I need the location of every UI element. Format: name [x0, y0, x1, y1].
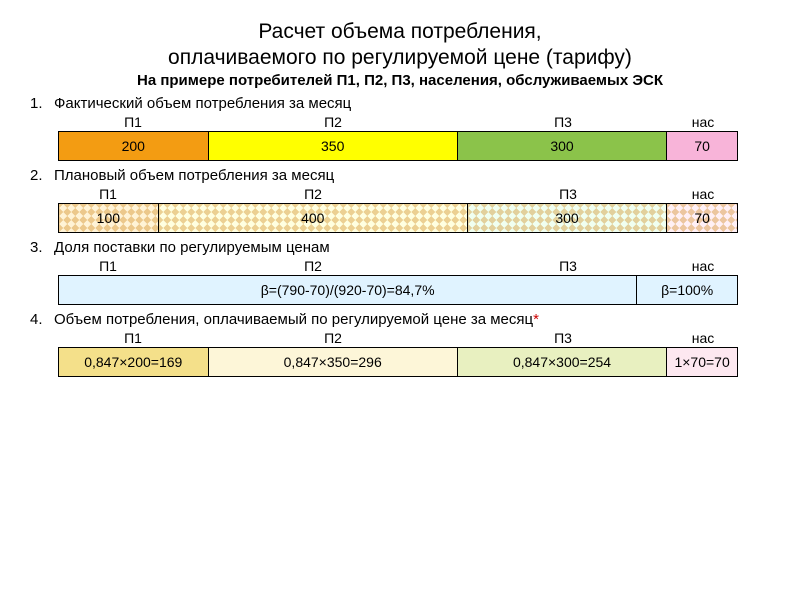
title-line2: оплачиваемого по регулируемой цене (тари… — [30, 46, 770, 70]
bar-segment: 70 — [667, 132, 737, 160]
bar-segment: 70 — [667, 204, 737, 232]
bar-label: нас — [668, 330, 738, 347]
bar-segment: β=(790-70)/(920-70)=84,7% — [59, 276, 637, 304]
bar-segment: 350 — [209, 132, 458, 160]
bar-label: П1 — [58, 330, 208, 347]
item-3-text: Доля поставки по регулируемым ценам — [54, 239, 330, 256]
bar1-wrap: П1П2П3нас 20035030070 — [58, 114, 738, 161]
item-4: 4.Объем потребления, оплачиваемый по рег… — [30, 311, 770, 328]
bar-segment: 1×70=70 — [667, 348, 737, 376]
bar-label: нас — [668, 114, 738, 131]
bar-label: П3 — [458, 114, 668, 131]
bar-label: П3 — [468, 258, 668, 275]
bar-label: П3 — [458, 330, 668, 347]
bar3: β=(790-70)/(920-70)=84,7%β=100% — [58, 275, 738, 305]
subtitle: На примере потребителей П1, П2, П3, насе… — [30, 72, 770, 89]
item-4-asterisk: * — [533, 311, 539, 328]
item-4-num: 4. — [30, 311, 54, 328]
item-1: 1.Фактический объем потребления за месяц — [30, 95, 770, 112]
bar-label: нас — [668, 258, 738, 275]
title-line1: Расчет объема потребления, — [30, 20, 770, 44]
bar3-labels: П1П2П3нас — [58, 258, 738, 275]
bar-segment: β=100% — [637, 276, 737, 304]
bar1: 20035030070 — [58, 131, 738, 161]
bar-segment: 300 — [468, 204, 667, 232]
bar2-wrap: П1П2П3нас 10040030070 — [58, 186, 738, 233]
bar1-labels: П1П2П3нас — [58, 114, 738, 131]
bar-segment: 400 — [159, 204, 468, 232]
bar-label: П1 — [58, 114, 208, 131]
bar-segment: 100 — [59, 204, 159, 232]
item-2-text: Плановый объем потребления за месяц — [54, 167, 334, 184]
item-1-num: 1. — [30, 95, 54, 112]
bar3-wrap: П1П2П3нас β=(790-70)/(920-70)=84,7%β=100… — [58, 258, 738, 305]
bar4: 0,847×200=1690,847×350=2960,847×300=2541… — [58, 347, 738, 377]
bar2: 10040030070 — [58, 203, 738, 233]
bar-segment: 300 — [458, 132, 667, 160]
item-1-text: Фактический объем потребления за месяц — [54, 95, 351, 112]
bar-label: нас — [668, 186, 738, 203]
item-2: 2.Плановый объем потребления за месяц — [30, 167, 770, 184]
bar-label: П2 — [158, 258, 468, 275]
bar4-labels: П1П2П3нас — [58, 330, 738, 347]
item-2-num: 2. — [30, 167, 54, 184]
item-3: 3.Доля поставки по регулируемым ценам — [30, 239, 770, 256]
item-4-text: Объем потребления, оплачиваемый по регул… — [54, 311, 533, 328]
bar-label: П2 — [158, 186, 468, 203]
bar-label: П3 — [468, 186, 668, 203]
bar-segment: 0,847×350=296 — [209, 348, 458, 376]
bar-label: П1 — [58, 186, 158, 203]
bar-segment: 200 — [59, 132, 209, 160]
bar2-labels: П1П2П3нас — [58, 186, 738, 203]
bar4-wrap: П1П2П3нас 0,847×200=1690,847×350=2960,84… — [58, 330, 738, 377]
bar-segment: 0,847×300=254 — [458, 348, 667, 376]
bar-label: П2 — [208, 114, 458, 131]
bar-segment: 0,847×200=169 — [59, 348, 209, 376]
bar-label: П1 — [58, 258, 158, 275]
item-3-num: 3. — [30, 239, 54, 256]
bar-label: П2 — [208, 330, 458, 347]
